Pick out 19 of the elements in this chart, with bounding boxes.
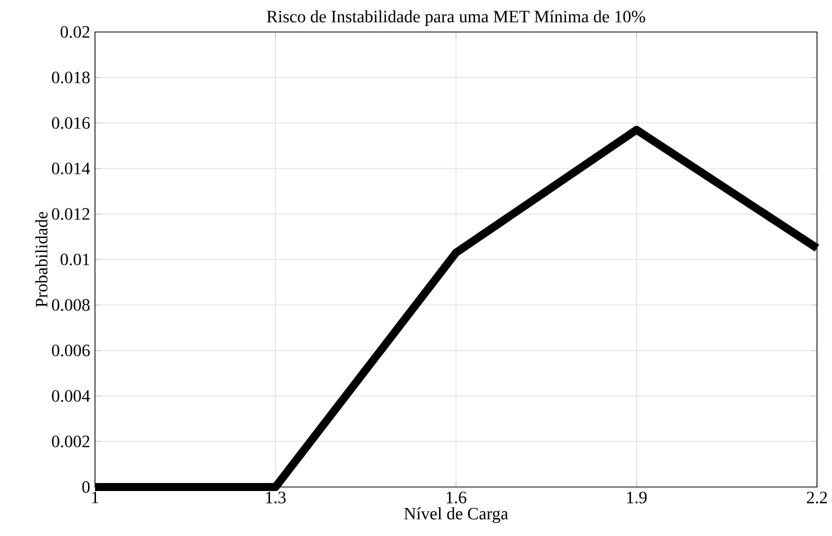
x-axis-title: Nível de Carga bbox=[404, 507, 508, 524]
y-tick-label: 0.002 bbox=[52, 436, 90, 448]
chart-title: Risco de Instabilidade para uma MET Mínima de 10% bbox=[266, 10, 646, 26]
y-tick-label: 0.02 bbox=[60, 26, 90, 38]
y-tick-label: 0 bbox=[82, 481, 90, 493]
y-tick-label: 0.004 bbox=[52, 390, 90, 402]
x-tick-label: 1.6 bbox=[446, 492, 466, 504]
x-tick-label: 1 bbox=[92, 492, 98, 504]
x-tick-label: 1.9 bbox=[627, 492, 647, 504]
y-tick-label: 0.018 bbox=[52, 72, 90, 84]
x-tick-label: 1.3 bbox=[266, 492, 286, 504]
x-tick-label: 2.2 bbox=[806, 492, 827, 504]
y-tick-label: 0.006 bbox=[52, 344, 90, 356]
y-tick-label: 0.016 bbox=[52, 117, 90, 129]
y-tick-label: 0.012 bbox=[52, 208, 90, 220]
y-tick-label: 0.01 bbox=[60, 254, 90, 266]
y-tick-label: 0.008 bbox=[52, 299, 90, 311]
y-axis-title: Probabilidade bbox=[35, 212, 48, 308]
y-tick-label: 0.014 bbox=[52, 162, 90, 174]
